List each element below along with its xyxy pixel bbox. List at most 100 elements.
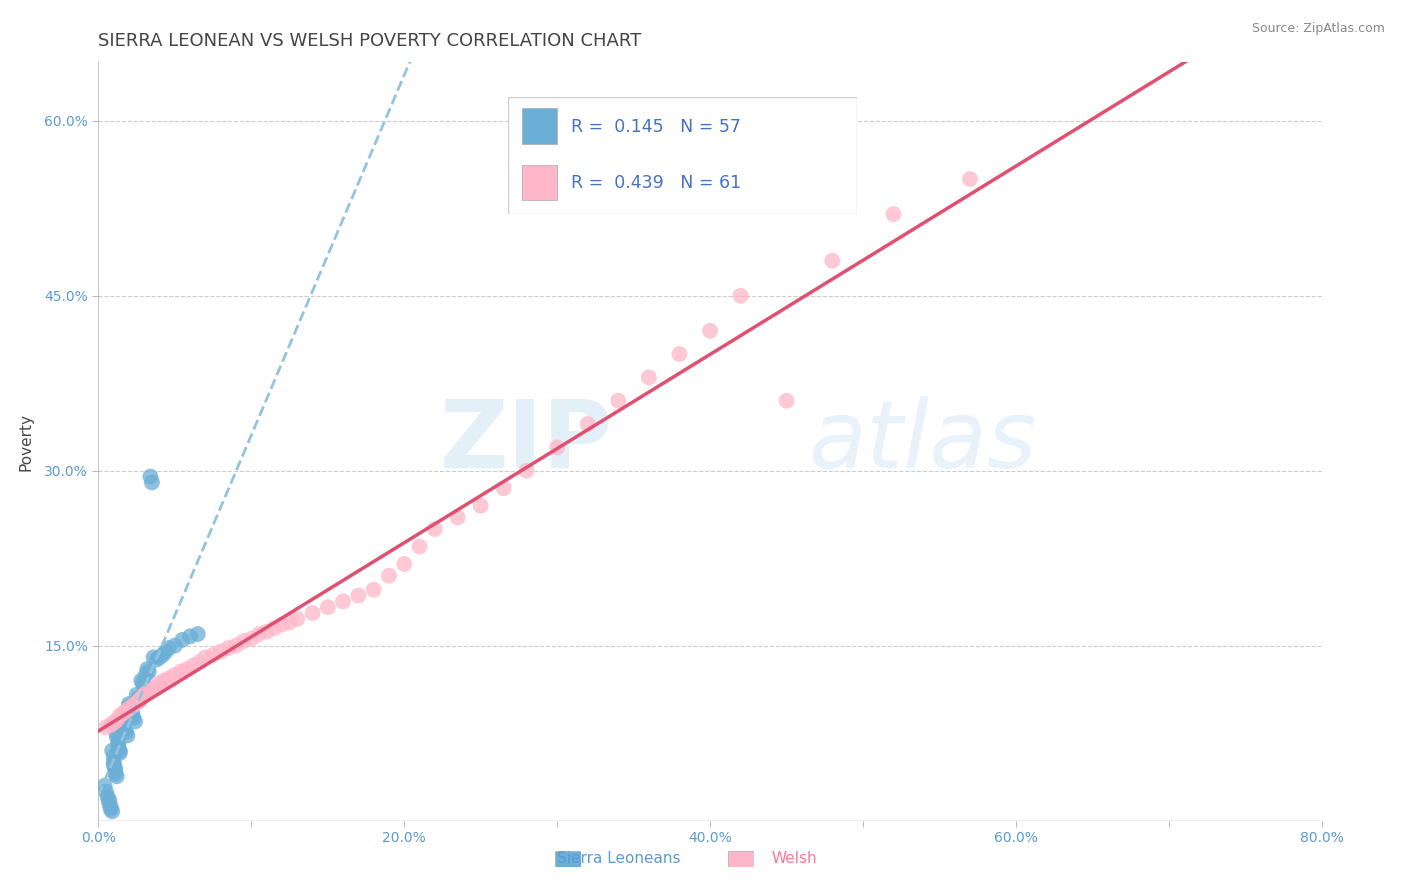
Point [117, 729, 139, 743]
Point [170, 665, 193, 679]
Point [141, 475, 163, 490]
Point [142, 650, 165, 665]
Point [516, 464, 538, 478]
Point [316, 600, 339, 615]
Point [98, 792, 121, 806]
Point [97, 790, 120, 805]
Point [121, 699, 143, 714]
Point [163, 639, 186, 653]
Point [149, 676, 172, 690]
Point [94, 720, 117, 734]
Point [93, 779, 115, 793]
Point [104, 767, 127, 781]
Point [112, 723, 135, 737]
Point [111, 706, 134, 721]
Point [103, 757, 125, 772]
Text: Welsh: Welsh [772, 851, 817, 865]
Point [163, 668, 186, 682]
Point [668, 347, 690, 361]
Point [103, 749, 125, 764]
Point [408, 540, 430, 554]
Point [176, 662, 198, 676]
Point [149, 650, 172, 665]
Point [240, 632, 263, 646]
Point [100, 718, 122, 732]
Point [188, 655, 211, 669]
Point [134, 680, 156, 694]
Point [607, 393, 630, 408]
Point [120, 703, 142, 717]
Point [122, 711, 145, 725]
Point [105, 714, 128, 728]
Point [121, 708, 143, 723]
Point [103, 715, 125, 730]
Point [121, 705, 143, 719]
Point [105, 730, 128, 744]
Point [157, 640, 180, 655]
Point [145, 653, 167, 667]
Point [118, 699, 141, 714]
Point [155, 644, 177, 658]
Point [107, 734, 129, 748]
Point [209, 644, 232, 658]
Point [699, 324, 721, 338]
Point [270, 617, 292, 632]
Point [127, 695, 149, 709]
Text: atlas: atlas [808, 396, 1036, 487]
Point [447, 510, 470, 524]
Point [129, 691, 152, 706]
Point [363, 582, 385, 597]
Point [136, 662, 159, 676]
Text: Sierra Leoneans: Sierra Leoneans [557, 851, 681, 865]
Point [100, 802, 122, 816]
Point [179, 629, 201, 643]
Point [115, 725, 138, 739]
Point [392, 557, 416, 571]
Point [108, 708, 131, 723]
Point [278, 615, 301, 630]
Point [217, 640, 239, 655]
Point [105, 726, 128, 740]
Point [108, 744, 131, 758]
Point [157, 671, 180, 685]
Text: Source: ZipAtlas.com: Source: ZipAtlas.com [1251, 22, 1385, 36]
Point [118, 697, 141, 711]
Point [136, 685, 159, 699]
Point [124, 714, 146, 729]
Point [301, 606, 323, 620]
Point [139, 469, 162, 483]
Point [127, 691, 149, 706]
Point [125, 688, 148, 702]
Point [637, 370, 661, 384]
Point [107, 741, 129, 756]
Point [94, 784, 117, 798]
Point [110, 718, 132, 732]
Point [378, 568, 401, 582]
Point [101, 744, 124, 758]
Point [128, 693, 150, 707]
Point [104, 764, 127, 779]
Point [181, 658, 204, 673]
Point [576, 417, 599, 431]
Point [775, 393, 797, 408]
Point [105, 769, 128, 783]
Point [172, 632, 194, 647]
Point [104, 761, 127, 775]
Point [546, 441, 568, 455]
Point [129, 673, 152, 688]
Point [135, 668, 157, 682]
Point [145, 680, 167, 694]
Point [423, 522, 446, 536]
Point [347, 589, 370, 603]
Point [134, 688, 156, 702]
Point [730, 289, 752, 303]
Point [959, 172, 981, 186]
Point [132, 676, 155, 690]
Point [100, 799, 122, 814]
Point [194, 650, 217, 665]
Point [470, 499, 492, 513]
Point [108, 746, 131, 760]
Text: ZIP: ZIP [439, 395, 612, 488]
Point [153, 673, 176, 688]
Point [110, 714, 132, 729]
